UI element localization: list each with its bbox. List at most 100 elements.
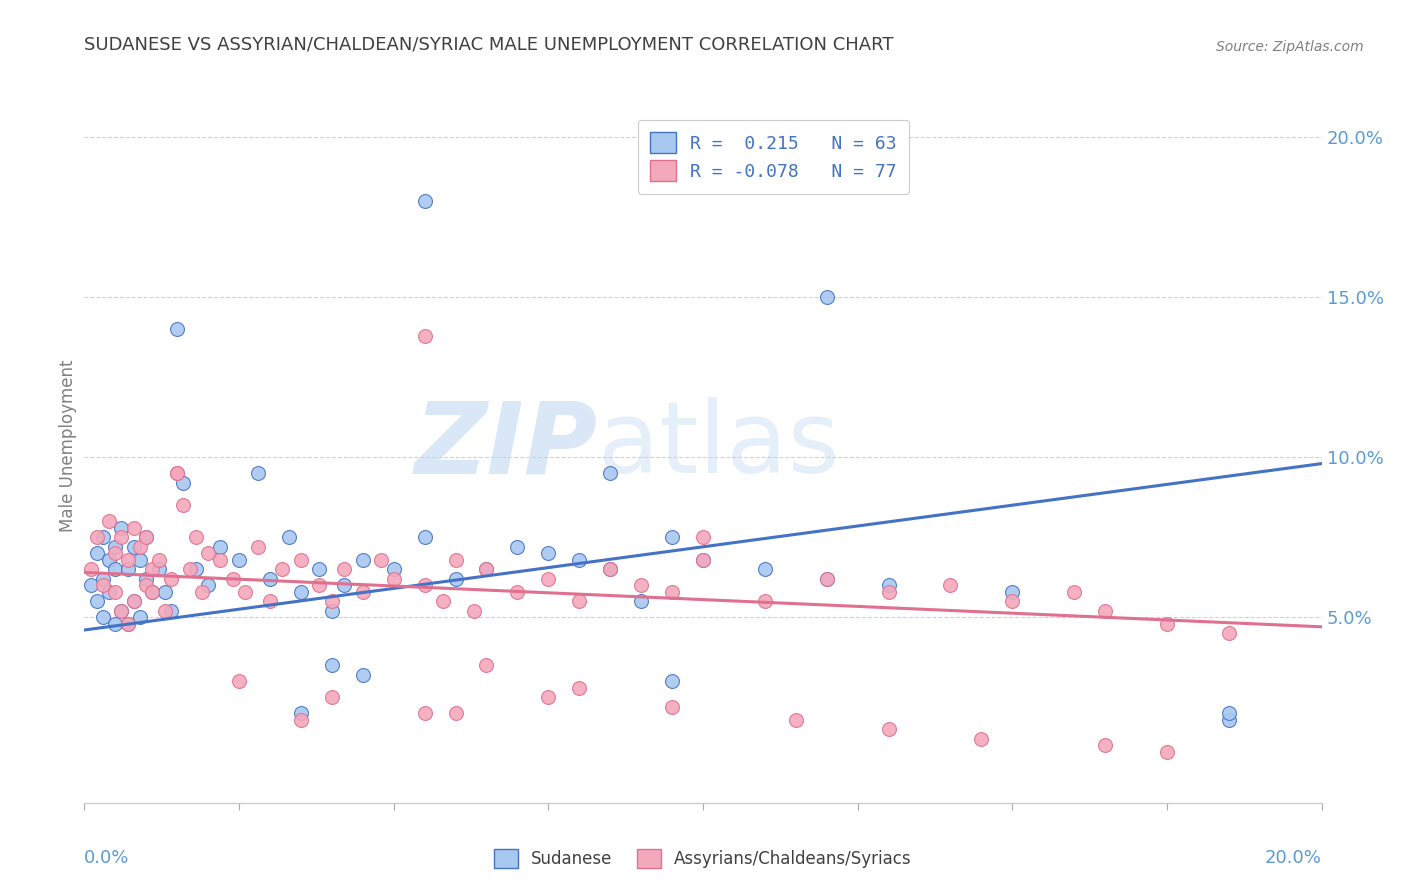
Point xyxy=(117,552,139,566)
Point xyxy=(104,584,127,599)
Point xyxy=(179,562,201,576)
Point xyxy=(506,584,529,599)
Point xyxy=(110,530,132,544)
Point xyxy=(568,552,591,566)
Point xyxy=(135,572,157,586)
Point xyxy=(290,584,312,599)
Point xyxy=(308,578,330,592)
Point xyxy=(148,552,170,566)
Point xyxy=(352,668,374,682)
Point xyxy=(104,546,127,560)
Point xyxy=(141,584,163,599)
Point xyxy=(290,552,312,566)
Point xyxy=(413,706,436,721)
Point xyxy=(129,610,152,624)
Point xyxy=(333,578,356,592)
Point xyxy=(197,578,219,592)
Point xyxy=(785,713,807,727)
Point xyxy=(754,562,776,576)
Point xyxy=(135,530,157,544)
Point xyxy=(184,530,207,544)
Point xyxy=(506,540,529,554)
Point xyxy=(172,498,194,512)
Point xyxy=(290,713,312,727)
Point xyxy=(413,194,436,209)
Point xyxy=(91,572,114,586)
Point xyxy=(197,546,219,560)
Point xyxy=(444,572,467,586)
Point xyxy=(233,584,256,599)
Point xyxy=(692,552,714,566)
Point xyxy=(352,552,374,566)
Point xyxy=(98,514,121,528)
Point xyxy=(630,578,652,592)
Point xyxy=(815,290,838,304)
Point xyxy=(333,562,356,576)
Point xyxy=(1001,584,1024,599)
Point xyxy=(91,610,114,624)
Point xyxy=(463,604,485,618)
Point xyxy=(1063,584,1085,599)
Point xyxy=(754,594,776,608)
Point xyxy=(1156,745,1178,759)
Point xyxy=(321,594,343,608)
Point xyxy=(599,562,621,576)
Point xyxy=(86,594,108,608)
Point xyxy=(122,594,145,608)
Point xyxy=(370,552,392,566)
Point xyxy=(537,546,560,560)
Point xyxy=(970,731,993,746)
Point xyxy=(222,572,245,586)
Point xyxy=(1094,604,1116,618)
Point xyxy=(939,578,962,592)
Point xyxy=(382,572,405,586)
Point xyxy=(877,584,900,599)
Point xyxy=(432,594,454,608)
Point xyxy=(246,466,269,480)
Point xyxy=(184,562,207,576)
Point xyxy=(153,584,176,599)
Point xyxy=(129,540,152,554)
Point xyxy=(141,562,163,576)
Point xyxy=(135,530,157,544)
Point xyxy=(117,616,139,631)
Point xyxy=(277,530,299,544)
Point xyxy=(413,530,436,544)
Legend: Sudanese, Assyrians/Chaldeans/Syriacs: Sudanese, Assyrians/Chaldeans/Syriacs xyxy=(486,840,920,877)
Point xyxy=(160,604,183,618)
Point xyxy=(259,572,281,586)
Point xyxy=(321,658,343,673)
Point xyxy=(1218,626,1240,640)
Point xyxy=(271,562,294,576)
Point xyxy=(104,540,127,554)
Point xyxy=(86,546,108,560)
Point xyxy=(172,475,194,490)
Point xyxy=(148,562,170,576)
Point xyxy=(537,572,560,586)
Point xyxy=(877,578,900,592)
Point xyxy=(117,562,139,576)
Point xyxy=(413,578,436,592)
Point xyxy=(599,466,621,480)
Point xyxy=(166,322,188,336)
Point xyxy=(98,584,121,599)
Point xyxy=(110,604,132,618)
Point xyxy=(129,552,152,566)
Point xyxy=(568,594,591,608)
Point xyxy=(599,562,621,576)
Point xyxy=(228,674,250,689)
Point xyxy=(122,594,145,608)
Point xyxy=(661,530,683,544)
Point xyxy=(444,552,467,566)
Point xyxy=(352,584,374,599)
Point xyxy=(79,578,101,592)
Text: SUDANESE VS ASSYRIAN/CHALDEAN/SYRIAC MALE UNEMPLOYMENT CORRELATION CHART: SUDANESE VS ASSYRIAN/CHALDEAN/SYRIAC MAL… xyxy=(84,36,894,54)
Point xyxy=(661,699,683,714)
Point xyxy=(692,552,714,566)
Point xyxy=(153,604,176,618)
Point xyxy=(475,562,498,576)
Point xyxy=(98,552,121,566)
Text: ZIP: ZIP xyxy=(415,398,598,494)
Point xyxy=(117,616,139,631)
Point xyxy=(475,658,498,673)
